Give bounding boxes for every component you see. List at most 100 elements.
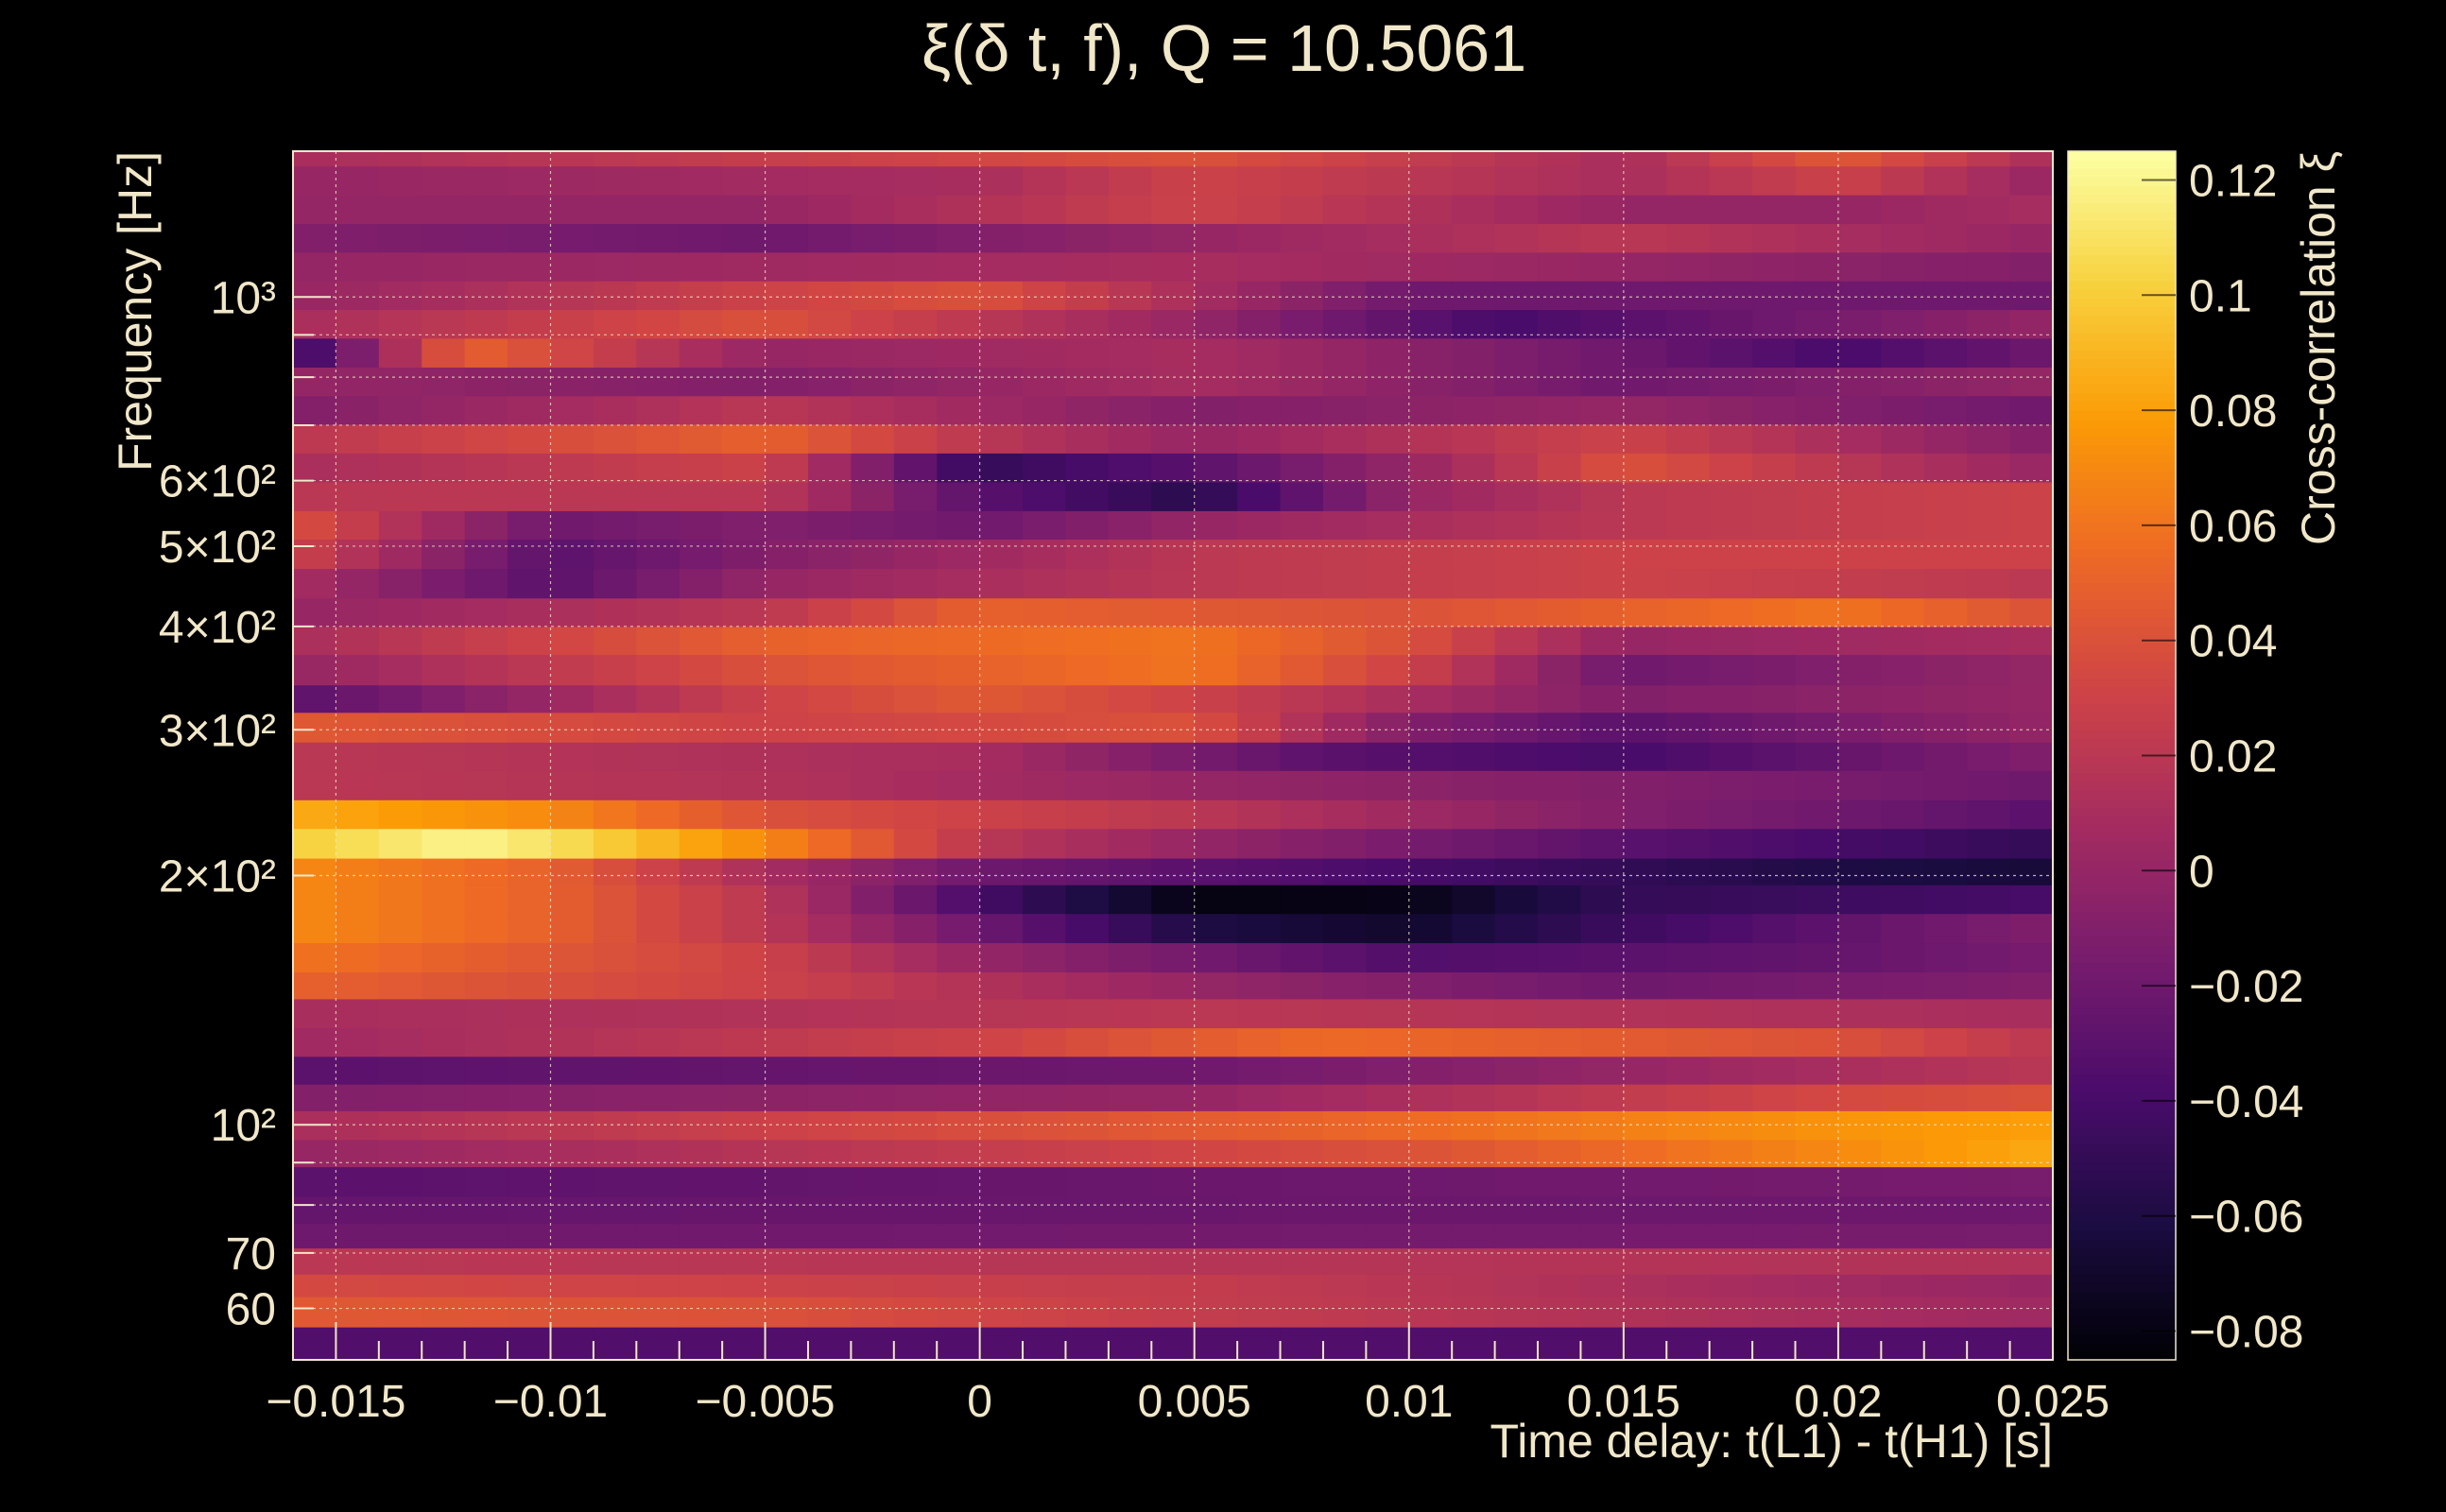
colorbar-segment (2068, 591, 2176, 601)
heatmap-cell (1366, 942, 1410, 973)
heatmap-cell (1580, 885, 1625, 915)
heatmap-cell (593, 742, 637, 771)
heatmap-cell (1837, 998, 1882, 1029)
heatmap-cell (593, 1297, 637, 1328)
heatmap-cell (1494, 799, 1539, 830)
heatmap-cell (1752, 510, 1797, 541)
heatmap-cell (336, 998, 380, 1029)
heatmap-cell (1752, 223, 1797, 253)
heatmap-cell (1366, 998, 1410, 1029)
heatmap-cell (1580, 510, 1625, 541)
heatmap-cell (893, 395, 938, 425)
heatmap-cell (1408, 885, 1453, 915)
heatmap-cell (1065, 165, 1110, 196)
heatmap-cell (1923, 423, 1968, 454)
heatmap-cell (1666, 151, 1711, 167)
heatmap-cell (508, 481, 552, 511)
heatmap-cell (979, 1110, 1024, 1141)
heatmap-cell (508, 1084, 552, 1111)
heatmap-cell (1709, 770, 1753, 800)
heatmap-cell (464, 971, 508, 1000)
heatmap-cell (378, 684, 422, 713)
heatmap-cell (593, 1110, 637, 1141)
heatmap-cell (679, 1110, 723, 1141)
heatmap-cell (979, 971, 1024, 1000)
colorbar-segment (2068, 980, 2176, 989)
heatmap-cell (508, 309, 552, 339)
heatmap-cell (508, 1297, 552, 1328)
heatmap-cell (1322, 712, 1367, 743)
heatmap-cell (1237, 1166, 1282, 1197)
heatmap-cell (1795, 654, 1839, 686)
heatmap-cell (293, 251, 337, 282)
heatmap-cell (336, 1166, 380, 1197)
heatmap-cell (1580, 1297, 1625, 1328)
heatmap-cell (1494, 195, 1539, 225)
heatmap-cell (979, 1223, 1024, 1249)
heatmap-cell (1023, 770, 1067, 800)
heatmap-cell (851, 684, 895, 713)
heatmap-cell (550, 1056, 594, 1085)
heatmap-cell (464, 942, 508, 973)
heatmap-cell (1709, 151, 1753, 167)
heatmap-cell (1280, 1327, 1324, 1361)
heatmap-cell (1065, 1247, 1110, 1275)
heatmap-cell (550, 799, 594, 830)
heatmap-cell (508, 165, 552, 196)
heatmap-cell (1065, 309, 1110, 339)
heatmap-cell (1709, 195, 1753, 225)
heatmap-cell (1065, 568, 1110, 599)
heatmap-cell (807, 1327, 852, 1361)
heatmap-cell (1538, 1274, 1582, 1297)
heatmap-cell (807, 309, 852, 339)
heatmap-cell (679, 1247, 723, 1275)
heatmap-cell (807, 481, 852, 511)
heatmap-cell (851, 828, 895, 859)
heatmap-cell (1452, 770, 1496, 800)
heatmap-cell (593, 712, 637, 743)
heatmap-cell (979, 568, 1024, 599)
heatmap-cell (1580, 828, 1625, 859)
heatmap-cell (1795, 1297, 1839, 1328)
heatmap-cell (1666, 828, 1711, 859)
colorbar-segment (2068, 1057, 2176, 1067)
heatmap-cell (1752, 998, 1797, 1029)
heatmap-cell (1023, 395, 1067, 425)
heatmap-cell (636, 251, 680, 282)
heatmap-cell (1151, 1297, 1196, 1328)
heatmap-cell (1837, 1056, 1882, 1085)
heatmap-cell (893, 597, 938, 627)
heatmap-cell (1366, 309, 1410, 339)
heatmap-cell (1280, 1027, 1324, 1057)
heatmap-cell (722, 942, 767, 973)
heatmap-cell (1923, 481, 1968, 511)
heatmap-cell (1795, 799, 1839, 830)
heatmap-cell (1408, 1195, 1453, 1225)
heatmap-cell (1108, 1274, 1152, 1297)
heatmap-cell (550, 481, 594, 511)
heatmap-cell (464, 395, 508, 425)
heatmap-cell (1881, 913, 1925, 944)
heatmap-cell (1194, 1110, 1238, 1141)
heatmap-cell (1623, 1084, 1667, 1111)
heatmap-cell (1580, 281, 1625, 311)
heatmap-cell (1795, 1166, 1839, 1197)
x-tick-label: −0.015 (266, 1377, 405, 1427)
heatmap-cell (1408, 712, 1453, 743)
heatmap-cell (1623, 510, 1667, 541)
heatmap-cell (893, 1084, 938, 1111)
heatmap-cell (1065, 1223, 1110, 1249)
heatmap-cell (1322, 510, 1367, 541)
heatmap-cell (422, 742, 466, 771)
heatmap-cell (1280, 251, 1324, 282)
heatmap-cell (1194, 223, 1238, 253)
heatmap-cell (1538, 1223, 1582, 1249)
heatmap-cell (1752, 337, 1797, 368)
heatmap-cell (593, 913, 637, 944)
heatmap-cell (1795, 828, 1839, 859)
heatmap-cell (2009, 568, 2054, 599)
heatmap-cell (1108, 309, 1152, 339)
heatmap-cell (550, 971, 594, 1000)
heatmap-cell (765, 1166, 809, 1197)
heatmap-cell (1452, 799, 1496, 830)
